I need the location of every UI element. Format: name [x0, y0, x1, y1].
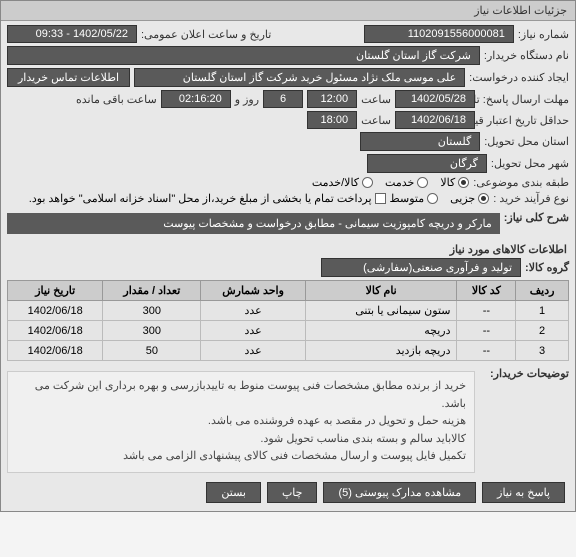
cell-name: ستون سیمانی یا بتنی: [305, 301, 457, 321]
cell-n: 2: [516, 321, 569, 341]
purchase-opt2-label: متوسط: [390, 192, 425, 205]
radio-icon: [458, 177, 469, 188]
cell-unit: عدد: [201, 321, 306, 341]
time-label-2: ساعت: [361, 114, 391, 127]
th-date: تاریخ نیاز: [8, 281, 103, 301]
cell-code: --: [457, 301, 516, 321]
validity-time-field: 18:00: [307, 111, 357, 129]
requester-label: ایجاد کننده درخواست:: [469, 71, 569, 84]
th-row: ردیف: [516, 281, 569, 301]
notes-box: خرید از برنده مطابق مشخصات فنی پیوست منو…: [7, 371, 475, 473]
category-opt1-label: کالا: [440, 176, 455, 189]
table-area: ردیف کد کالا نام کالا واحد شمارش تعداد /…: [7, 280, 569, 361]
table-row: 3 -- دریچه بازدید عدد 50 1402/06/18: [8, 341, 569, 361]
cell-date: 1402/06/18: [8, 341, 103, 361]
time-label-1: ساعت: [361, 93, 391, 106]
purchase-option-medium[interactable]: متوسط: [390, 192, 439, 205]
cell-unit: عدد: [201, 301, 306, 321]
note-line-2: هزینه حمل و تحویل در مقصد به عهده فروشند…: [16, 413, 466, 431]
validity-date-field: 1402/06/18: [395, 111, 475, 129]
cell-unit: عدد: [201, 341, 306, 361]
contact-buyer-button[interactable]: اطلاعات تماس خریدار: [7, 68, 130, 87]
cell-code: --: [457, 341, 516, 361]
cell-date: 1402/06/18: [8, 301, 103, 321]
th-name: نام کالا: [305, 281, 457, 301]
validity-label: حداقل تاریخ اعتبار قیمت تا تاریخ:: [479, 114, 569, 127]
cell-qty: 300: [103, 321, 201, 341]
delivery-province-field: گلستان: [360, 132, 480, 151]
category-option-both[interactable]: کالا/خدمت: [312, 176, 373, 189]
requester-field: علی موسی ملک نژاد مسئول خرید شرکت گاز اس…: [134, 68, 465, 87]
remaining-label: ساعت باقی مانده: [76, 93, 157, 106]
button-bar: پاسخ به نیاز مشاهده مدارک پیوستی (5) چاپ…: [7, 476, 569, 507]
group-field: تولید و فرآوری صنعتی(سفارشی): [321, 258, 521, 277]
payment-note: پرداخت تمام یا بخشی از مبلغ خرید،از محل …: [29, 192, 372, 205]
buyer-field: شرکت گاز استان گلستان: [7, 46, 480, 65]
goods-table: ردیف کد کالا نام کالا واحد شمارش تعداد /…: [7, 280, 569, 361]
payment-checkbox-item[interactable]: پرداخت تمام یا بخشی از مبلغ خرید،از محل …: [29, 192, 386, 205]
note-line-4: تکمیل فایل پیوست و ارسال مشخصات فنی کالا…: [16, 448, 466, 466]
purchase-option-minor[interactable]: جزیی: [450, 192, 489, 205]
purchase-type-label: نوع فرآیند خرید :: [493, 192, 569, 205]
note-line-1: خرید از برنده مطابق مشخصات فنی پیوست منو…: [16, 378, 466, 413]
table-row: 1 -- ستون سیمانی یا بتنی عدد 300 1402/06…: [8, 301, 569, 321]
purchase-type-radio-group: جزیی متوسط: [390, 192, 490, 205]
description-box: مارکر و دریچه کامپوزیت سیمانی - مطابق در…: [7, 213, 500, 234]
window: جزئیات اطلاعات نیاز شماره نیاز: 11020915…: [0, 0, 576, 512]
category-label: طبقه بندی موضوعی:: [473, 176, 569, 189]
delivery-province-label: استان محل تحویل:: [484, 135, 569, 148]
category-option-goods[interactable]: کالا: [440, 176, 469, 189]
cell-n: 1: [516, 301, 569, 321]
window-title: جزئیات اطلاعات نیاز: [1, 1, 575, 21]
radio-icon: [478, 193, 489, 204]
countdown-field: 02:16:20: [161, 90, 231, 108]
table-row: 2 -- دریچه عدد 300 1402/06/18: [8, 321, 569, 341]
delivery-city-label: شهر محل تحویل:: [491, 157, 569, 170]
th-unit: واحد شمارش: [201, 281, 306, 301]
cell-qty: 300: [103, 301, 201, 321]
deadline-date-field: 1402/05/28: [395, 90, 475, 108]
th-code: کد کالا: [457, 281, 516, 301]
respond-button[interactable]: پاسخ به نیاز: [482, 482, 565, 503]
deadline-label: مهلت ارسال پاسخ: تا تاریخ:: [479, 93, 569, 106]
goods-section-header: اطلاعات کالاهای مورد نیاز: [7, 239, 569, 258]
checkbox-icon: [375, 193, 386, 204]
cell-code: --: [457, 321, 516, 341]
radio-icon: [427, 193, 438, 204]
days-label: روز و: [235, 93, 259, 106]
category-radio-group: کالا خدمت کالا/خدمت: [312, 176, 469, 189]
close-button[interactable]: بستن: [206, 482, 261, 503]
note-line-3: کالاباید سالم و بسته بندی مناسب تحویل شو…: [16, 431, 466, 449]
need-number-field: 1102091556000081: [364, 25, 514, 43]
deadline-time-field: 12:00: [307, 90, 357, 108]
attachments-button[interactable]: مشاهده مدارک پیوستی (5): [323, 482, 476, 503]
buyer-label: نام دستگاه خریدار:: [484, 49, 569, 62]
cell-date: 1402/06/18: [8, 321, 103, 341]
description-label: شرح کلی نیاز:: [504, 211, 569, 224]
cell-qty: 50: [103, 341, 201, 361]
need-number-label: شماره نیاز:: [518, 28, 569, 41]
print-button[interactable]: چاپ: [267, 482, 318, 503]
category-opt3-label: کالا/خدمت: [312, 176, 359, 189]
delivery-city-field: گرگان: [367, 154, 487, 173]
announce-label: تاریخ و ساعت اعلان عمومی:: [141, 28, 271, 41]
category-opt2-label: خدمت: [385, 176, 414, 189]
cell-n: 3: [516, 341, 569, 361]
cell-name: دریچه: [305, 321, 457, 341]
cell-name: دریچه بازدید: [305, 341, 457, 361]
radio-icon: [417, 177, 428, 188]
group-label: گروه کالا:: [525, 261, 569, 274]
days-field: 6: [263, 90, 303, 108]
category-option-service[interactable]: خدمت: [385, 176, 428, 189]
radio-icon: [362, 177, 373, 188]
content-area: شماره نیاز: 1102091556000081 تاریخ و ساع…: [1, 21, 575, 511]
purchase-opt1-label: جزیی: [450, 192, 475, 205]
notes-label: توضیحات خریدار:: [479, 367, 569, 380]
th-qty: تعداد / مقدار: [103, 281, 201, 301]
announce-field: 1402/05/22 - 09:33: [7, 25, 137, 43]
